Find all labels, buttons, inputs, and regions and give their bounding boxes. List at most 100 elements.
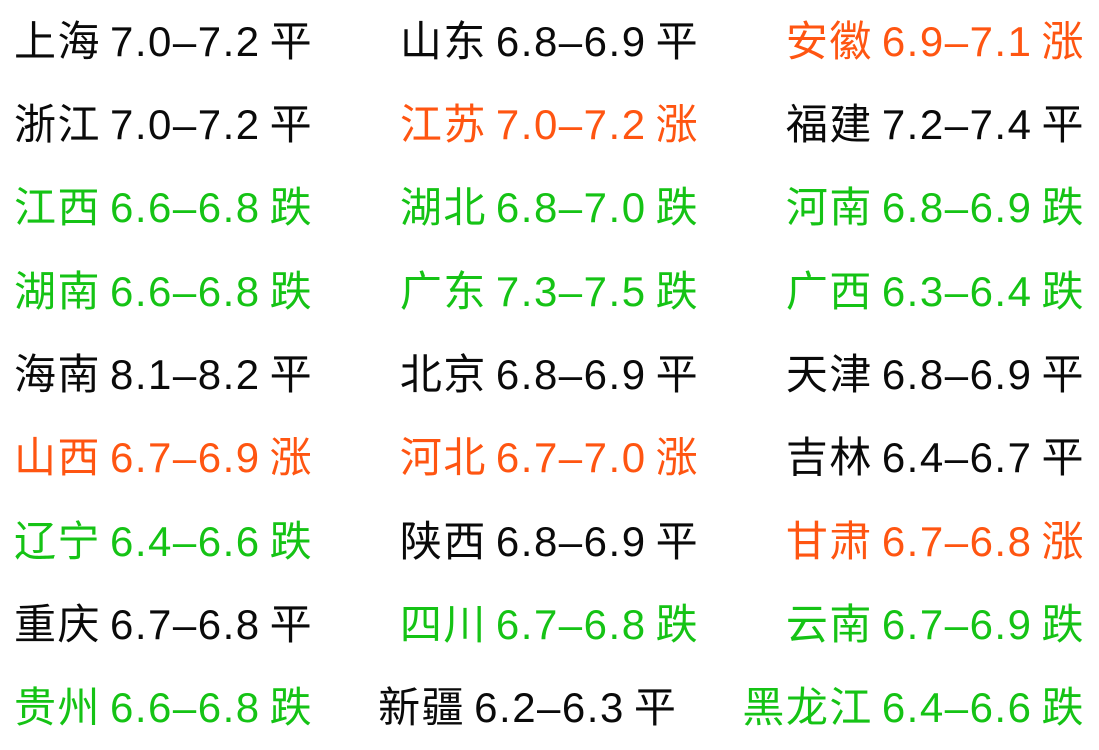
province-entry: 四川 6.7–6.8 跌	[399, 600, 700, 648]
price-range: 6.4–6.7	[881, 434, 1033, 482]
trend-status: 跌	[1041, 600, 1085, 648]
province-entry: 海南 8.1–8.2 平	[14, 350, 314, 398]
province-entry: 贵州 6.6–6.8 跌	[14, 687, 313, 729]
trend-status: 跌	[655, 600, 700, 648]
province-entry: 天津 6.8–6.9 平	[785, 350, 1085, 398]
price-row: 湖南 6.6–6.8 跌 广东 7.3–7.5 跌 广西 6.3–6.4 跌	[14, 267, 1085, 315]
price-range: 6.4–6.6	[881, 684, 1033, 732]
province-name: 上海	[14, 17, 102, 65]
price-row: 辽宁 6.4–6.6 跌 陕西 6.8–6.9 平 甘肃 6.7–6.8 涨	[14, 517, 1085, 565]
price-range: 6.7–6.8	[495, 600, 647, 648]
province-name: 山东	[399, 17, 487, 65]
province-name: 浙江	[14, 100, 102, 148]
province-name: 吉林	[785, 434, 873, 482]
province-name: 天津	[785, 350, 873, 398]
price-range: 6.6–6.8	[110, 684, 261, 732]
trend-status: 平	[655, 517, 700, 565]
trend-status: 涨	[655, 434, 700, 482]
trend-status: 平	[269, 350, 314, 398]
price-range: 6.7–6.9	[881, 600, 1033, 648]
province-entry: 浙江 7.0–7.2 平	[14, 100, 314, 148]
province-entry: 陕西 6.8–6.9 平	[399, 517, 700, 565]
price-range: 6.2–6.3	[474, 684, 625, 732]
trend-status: 平	[655, 350, 700, 398]
province-name: 江西	[14, 184, 102, 232]
province-name: 新疆	[378, 684, 466, 732]
price-range: 7.0–7.2	[110, 17, 261, 65]
province-entry: 新疆 6.2–6.3 平	[378, 687, 677, 729]
province-name: 重庆	[14, 600, 102, 648]
price-range: 7.0–7.2	[110, 100, 261, 148]
price-row: 江西 6.6–6.8 跌 湖北 6.8–7.0 跌 河南 6.8–6.9 跌	[14, 187, 1085, 229]
price-row: 上海 7.0–7.2 平 山东 6.8–6.9 平 安徽 6.9–7.1 涨	[14, 17, 1085, 65]
trend-status: 平	[1041, 434, 1085, 482]
province-name: 甘肃	[785, 517, 873, 565]
price-row: 贵州 6.6–6.8 跌 新疆 6.2–6.3 平 黑龙江 6.4–6.6 跌	[14, 687, 1085, 729]
province-name: 海南	[14, 350, 102, 398]
price-range: 6.8–6.9	[495, 17, 647, 65]
price-range: 6.8–6.9	[881, 184, 1033, 232]
province-name: 云南	[785, 600, 873, 648]
trend-status: 跌	[269, 517, 314, 565]
price-range: 6.7–6.9	[110, 434, 261, 482]
province-entry: 湖南 6.6–6.8 跌	[14, 267, 313, 315]
trend-status: 平	[633, 684, 678, 732]
province-entry: 湖北 6.8–7.0 跌	[400, 187, 699, 229]
price-range: 8.1–8.2	[110, 350, 261, 398]
province-entry: 江西 6.6–6.8 跌	[14, 187, 313, 229]
province-name: 黑龙江	[742, 684, 873, 732]
trend-status: 平	[269, 100, 314, 148]
price-range: 7.0–7.2	[495, 100, 647, 148]
trend-status: 跌	[1041, 184, 1085, 232]
price-range: 6.6–6.8	[110, 184, 261, 232]
price-range: 6.7–7.0	[495, 434, 647, 482]
province-entry: 江苏 7.0–7.2 涨	[399, 100, 700, 148]
province-name: 北京	[399, 350, 487, 398]
trend-status: 跌	[655, 184, 700, 232]
price-range: 6.9–7.1	[881, 17, 1033, 65]
price-range: 6.8–6.9	[495, 517, 647, 565]
province-entry: 上海 7.0–7.2 平	[14, 17, 313, 65]
province-entry: 黑龙江 6.4–6.6 跌	[742, 687, 1085, 729]
trend-status: 涨	[1041, 517, 1085, 565]
province-entry: 北京 6.8–6.9 平	[399, 350, 700, 398]
province-name: 河北	[399, 434, 487, 482]
province-name: 河南	[785, 184, 873, 232]
trend-status: 平	[1041, 350, 1085, 398]
province-entry: 云南 6.7–6.9 跌	[785, 600, 1085, 648]
trend-status: 跌	[269, 684, 314, 732]
province-entry: 安徽 6.9–7.1 涨	[785, 17, 1085, 65]
trend-status: 涨	[655, 100, 700, 148]
trend-status: 跌	[269, 184, 314, 232]
province-entry: 河南 6.8–6.9 跌	[786, 187, 1085, 229]
province-entry: 吉林 6.4–6.7 平	[786, 437, 1085, 479]
province-name: 湖北	[399, 184, 487, 232]
province-entry: 河北 6.7–7.0 涨	[400, 437, 699, 479]
trend-status: 涨	[1041, 17, 1085, 65]
province-name: 贵州	[14, 684, 102, 732]
province-name: 陕西	[399, 517, 487, 565]
price-row: 重庆 6.7–6.8 平 四川 6.7–6.8 跌 云南 6.7–6.9 跌	[14, 600, 1085, 648]
price-range: 6.7–6.8	[881, 517, 1033, 565]
province-name: 福建	[785, 100, 873, 148]
trend-status: 跌	[1041, 684, 1085, 732]
trend-status: 跌	[655, 267, 700, 315]
price-range: 6.6–6.8	[110, 267, 261, 315]
price-row: 海南 8.1–8.2 平 北京 6.8–6.9 平 天津 6.8–6.9 平	[14, 350, 1085, 398]
province-name: 山西	[14, 434, 102, 482]
province-entry: 广东 7.3–7.5 跌	[399, 267, 700, 315]
price-row: 浙江 7.0–7.2 平 江苏 7.0–7.2 涨 福建 7.2–7.4 平	[14, 100, 1085, 148]
province-name: 四川	[399, 600, 487, 648]
trend-status: 跌	[1041, 267, 1085, 315]
price-row: 山西 6.7–6.9 涨 河北 6.7–7.0 涨 吉林 6.4–6.7 平	[14, 437, 1085, 479]
province-name: 广东	[399, 267, 487, 315]
province-entry: 重庆 6.7–6.8 平	[14, 600, 313, 648]
province-name: 安徽	[785, 17, 873, 65]
province-entry: 山西 6.7–6.9 涨	[14, 437, 313, 479]
price-range: 7.2–7.4	[881, 100, 1033, 148]
province-name: 江苏	[399, 100, 487, 148]
price-range: 7.3–7.5	[495, 267, 647, 315]
province-entry: 甘肃 6.7–6.8 涨	[785, 517, 1085, 565]
province-entry: 辽宁 6.4–6.6 跌	[14, 517, 314, 565]
